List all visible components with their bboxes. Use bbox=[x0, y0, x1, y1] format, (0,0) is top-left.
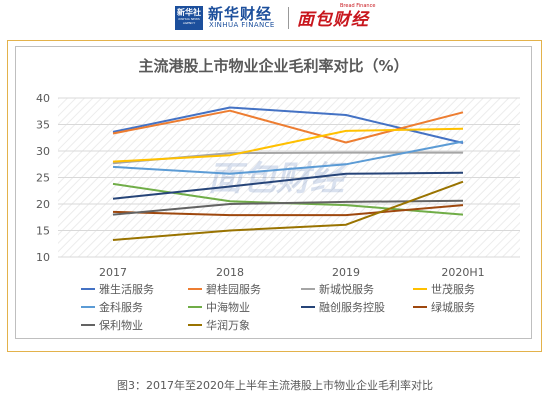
series-line bbox=[112, 127, 464, 163]
series-line bbox=[112, 109, 464, 144]
legend-label: 中海物业 bbox=[206, 300, 250, 314]
series-line bbox=[112, 171, 464, 200]
y-tick-label: 10 bbox=[36, 251, 50, 264]
series-line bbox=[112, 204, 464, 217]
xinhua-logo-text: 新华社 bbox=[177, 8, 201, 17]
series-line bbox=[112, 140, 464, 175]
legend-label: 绿城服务 bbox=[431, 300, 475, 314]
legend-label: 世茂服务 bbox=[431, 282, 475, 296]
x-tick-label: 2017 bbox=[99, 266, 127, 279]
x-tick-label: 2019 bbox=[332, 266, 360, 279]
x-tick-label: 2018 bbox=[216, 266, 244, 279]
xinhua-logo: 新华社 XINHUA NEWS AGENCY bbox=[175, 6, 203, 30]
xinhua-finance-sub: XINHUA FINANCE bbox=[209, 21, 275, 29]
bread-finance-sub: Bread Finance bbox=[340, 3, 376, 9]
series-line bbox=[112, 199, 464, 216]
xinhua-finance-name: 新华财经 bbox=[208, 5, 273, 23]
legend-label: 碧桂园服务 bbox=[206, 282, 261, 296]
y-tick-label: 35 bbox=[36, 119, 50, 132]
banner-divider bbox=[288, 7, 289, 29]
legend-label: 雅生活服务 bbox=[99, 282, 154, 296]
bread-finance-logo: 面包财经 bbox=[297, 10, 369, 30]
y-tick-label: 30 bbox=[36, 145, 50, 158]
chart-frame: 主流港股上市物业企业毛利率对比（%） 10 15 20 25 30 35 40 面包财经 201… bbox=[7, 40, 542, 352]
y-tick-label: 40 bbox=[36, 92, 50, 105]
figure-caption: 图3：2017年至2020年上半年主流港股上市物业企业毛利率对比 bbox=[117, 379, 433, 392]
chart-area: 主流港股上市物业企业毛利率对比（%） 10 15 20 25 30 35 40 面包财经 201… bbox=[15, 46, 532, 339]
xinhua-logo-sub: XINHUA NEWS AGENCY bbox=[178, 17, 200, 25]
y-tick-label: 20 bbox=[36, 198, 50, 211]
chart-title: 主流港股上市物业企业毛利率对比（%） bbox=[138, 57, 409, 75]
header-banner: 新华社 XINHUA NEWS AGENCY 新华财经 XINHUA FINAN… bbox=[0, 0, 550, 34]
y-tick-label: 25 bbox=[36, 172, 50, 185]
legend-label: 金科服务 bbox=[99, 300, 143, 314]
legend-label: 华润万象 bbox=[206, 318, 250, 332]
x-tick-label: 2020H1 bbox=[441, 266, 484, 279]
series-line bbox=[112, 180, 464, 241]
legend-label: 新城悦服务 bbox=[319, 282, 374, 296]
y-tick-label: 15 bbox=[36, 225, 50, 238]
legend-label: 保利物业 bbox=[99, 318, 143, 332]
legend-label: 融创服务控股 bbox=[319, 300, 385, 314]
